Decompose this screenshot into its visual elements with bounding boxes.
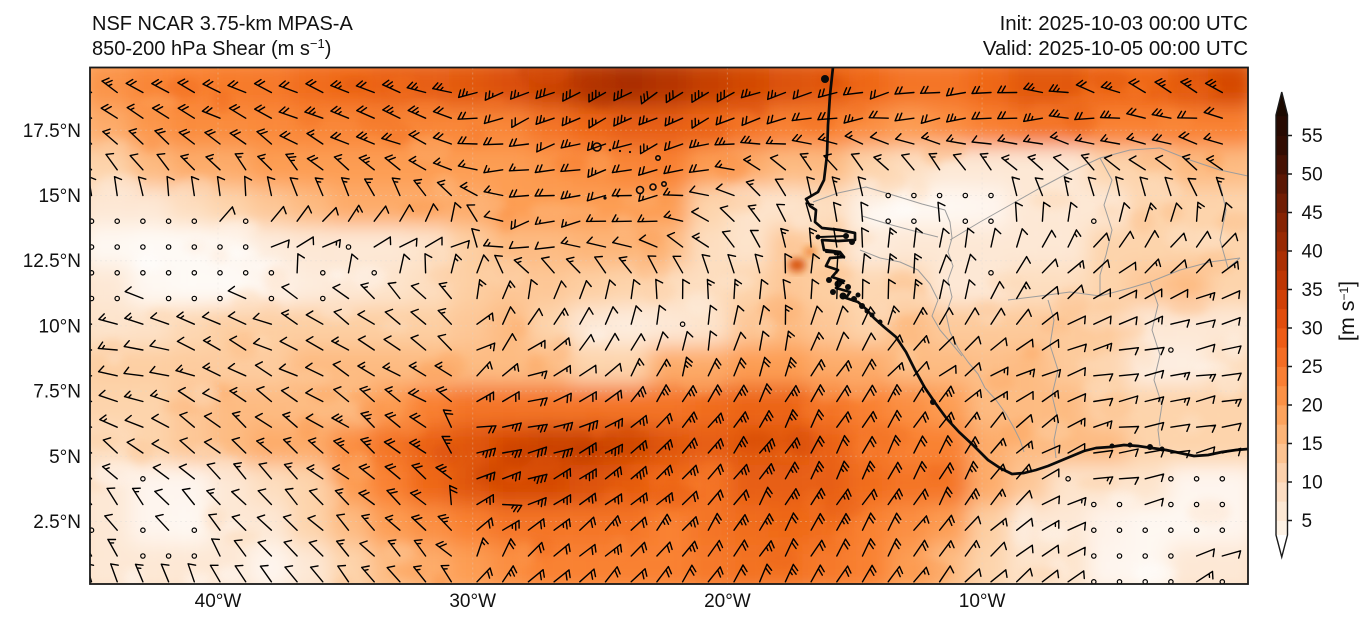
svg-text:30: 30 bbox=[1302, 319, 1323, 340]
svg-text:20: 20 bbox=[1302, 396, 1323, 417]
svg-text:15°N: 15°N bbox=[39, 186, 81, 207]
svg-text:10°W: 10°W bbox=[959, 591, 1006, 612]
svg-text:25: 25 bbox=[1302, 357, 1323, 378]
svg-text:850-200 hPa Shear (m s−1): 850-200 hPa Shear (m s−1) bbox=[92, 36, 331, 60]
svg-text:20°W: 20°W bbox=[704, 591, 751, 612]
svg-text:2.5°N: 2.5°N bbox=[33, 512, 81, 533]
svg-text:NSF NCAR 3.75-km MPAS-A: NSF NCAR 3.75-km MPAS-A bbox=[92, 13, 353, 35]
svg-text:40°W: 40°W bbox=[195, 591, 242, 612]
svg-text:Valid: 2025-10-05 00:00 UTC: Valid: 2025-10-05 00:00 UTC bbox=[983, 37, 1248, 60]
svg-text:40: 40 bbox=[1302, 242, 1323, 263]
svg-text:12.5°N: 12.5°N bbox=[23, 251, 81, 272]
svg-text:Init: 2025-10-03 00:00 UTC: Init: 2025-10-03 00:00 UTC bbox=[1000, 12, 1249, 35]
svg-text:50: 50 bbox=[1302, 165, 1323, 186]
svg-text:10°N: 10°N bbox=[39, 316, 81, 337]
svg-text:45: 45 bbox=[1302, 203, 1323, 224]
svg-text:55: 55 bbox=[1302, 126, 1323, 147]
svg-text:5: 5 bbox=[1302, 511, 1313, 532]
svg-text:17.5°N: 17.5°N bbox=[23, 121, 81, 142]
svg-text:30°W: 30°W bbox=[449, 591, 496, 612]
svg-text:10: 10 bbox=[1302, 473, 1323, 494]
svg-text:35: 35 bbox=[1302, 280, 1323, 301]
svg-text:5°N: 5°N bbox=[49, 447, 81, 468]
svg-text:7.5°N: 7.5°N bbox=[33, 382, 81, 403]
svg-text:15: 15 bbox=[1302, 434, 1323, 455]
